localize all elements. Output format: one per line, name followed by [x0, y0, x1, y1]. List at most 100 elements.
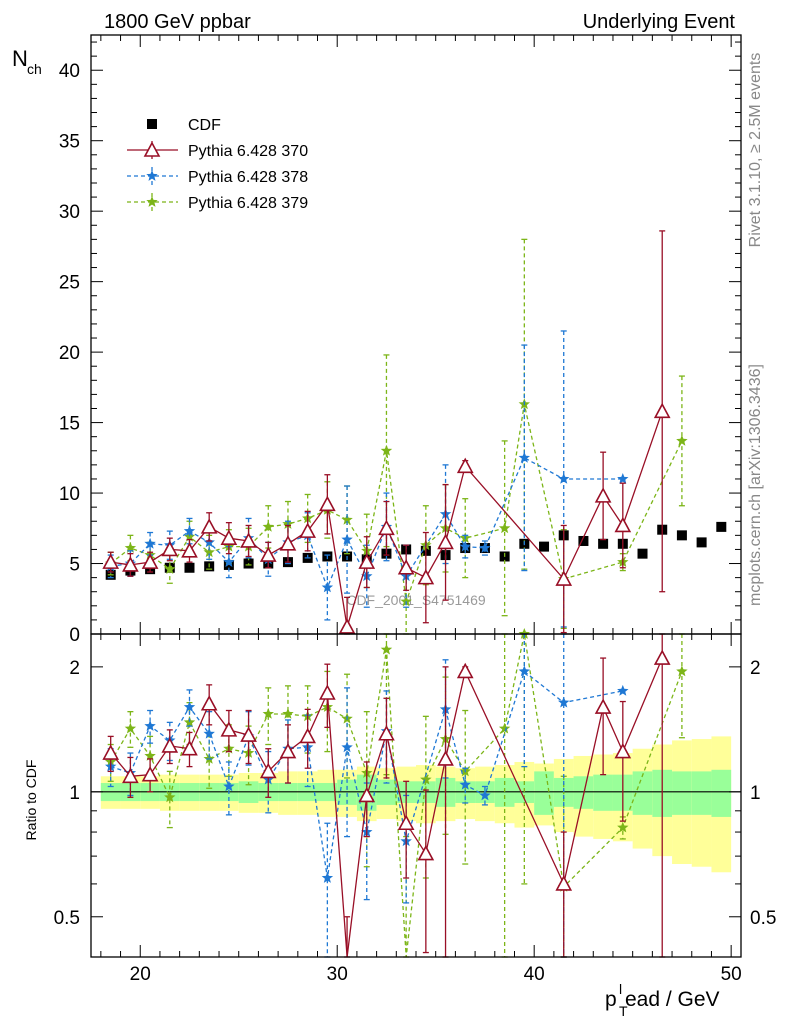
y-tick-label-ratio-left: 2: [69, 658, 80, 679]
ratio-point-p378: [617, 684, 629, 696]
x-axis-label-sup-l: l: [619, 981, 622, 997]
main-point-p370: [161, 540, 179, 557]
main-point-p379: [380, 444, 393, 456]
y-axis-label-main-n: N: [12, 46, 28, 71]
header-right: Underlying Event: [583, 11, 736, 33]
y-tick-label-main: 15: [59, 414, 80, 435]
ratio-point-p370: [319, 684, 336, 700]
ratio-point-p370: [161, 737, 179, 753]
main-point-p370: [437, 533, 454, 550]
main-point-p370: [397, 559, 415, 575]
ratio-point-p379: [144, 750, 156, 761]
main-point-p370: [122, 556, 139, 572]
ratio-point-p370: [417, 844, 435, 861]
ratio-point-p378: [341, 741, 353, 753]
legend-marker-cdf: [147, 119, 157, 129]
y-tick-label-main: 30: [59, 202, 80, 223]
main-point-p370: [358, 553, 376, 569]
main-point-p378: [144, 537, 156, 549]
main-point-cdf: [578, 535, 589, 546]
ratio-panel-frame: [90, 633, 742, 958]
ratio-point-p378: [558, 696, 570, 708]
rivet-version-note: Rivet 3.1.10, ≥ 2.5M events: [747, 53, 764, 248]
main-point-p370: [279, 535, 297, 551]
band-inner-bin: [632, 771, 653, 815]
legend: CDF Pythia 6.428 370 Pythia 6.428 378 Pythi…: [127, 117, 308, 212]
main-point-p379: [262, 520, 274, 532]
y-tick-label-ratio-left: 1: [69, 783, 80, 804]
legend-marker-p378: [146, 170, 158, 181]
ratio-point-p370: [240, 726, 257, 742]
main-series-cdf: [105, 521, 727, 580]
main-point-p370: [456, 457, 474, 474]
main-point-p370: [338, 618, 356, 634]
axis-ticks: [91, 35, 741, 957]
main-point-p378: [341, 533, 353, 545]
y-tick-label-ratio-right: 0.5: [750, 908, 776, 929]
mcplots-reference: mcplots.cern.ch [arXiv:1306.3436]: [747, 364, 764, 606]
x-tick-label: 40: [524, 964, 545, 985]
y-axis-label-main-sub: ch: [27, 61, 42, 77]
ratio-point-p378: [321, 872, 334, 883]
main-point-p370: [181, 542, 198, 558]
main-point-p370: [259, 546, 277, 562]
x-tick-label: 30: [327, 964, 348, 985]
legend-label-cdf: CDF: [188, 117, 221, 134]
ratio-point-p378: [203, 727, 215, 739]
main-point-cdf: [716, 521, 727, 532]
ratio-point-p379: [262, 708, 274, 719]
ratio-point-p378: [518, 665, 530, 677]
ratio-point-p379: [282, 708, 294, 719]
band-inner-bin: [711, 769, 732, 817]
x-axis-label-p: p: [605, 988, 617, 1011]
legend-label-p370: Pythia 6.428 370: [188, 143, 308, 160]
ratio-point-p379: [498, 722, 511, 734]
main-point-p379: [498, 522, 511, 534]
ratio-point-p370: [200, 695, 218, 711]
main-point-p379: [124, 542, 137, 553]
main-point-p378: [479, 542, 491, 553]
y-axis-label-main: N ch: [12, 46, 42, 77]
main-point-p370: [378, 519, 395, 536]
ratio-point-p370: [141, 765, 159, 782]
ratio-uncertainty-band: [91, 736, 741, 873]
legend-entry-cdf: CDF: [147, 117, 221, 134]
ratio-point-p379: [124, 722, 137, 734]
legend-entry-p378: Pythia 6.428 378: [127, 167, 308, 186]
plot-frames: [90, 34, 742, 958]
main-line-p379: [110, 404, 683, 602]
ratio-point-p370: [122, 767, 139, 784]
ratio-point-p378: [223, 780, 235, 792]
main-point-p370: [319, 495, 336, 512]
main-point-cdf: [637, 548, 648, 559]
main-point-p370: [555, 570, 573, 586]
ratio-point-p370: [181, 740, 198, 756]
y-tick-label-main: 20: [59, 343, 80, 364]
main-point-p370: [102, 553, 120, 569]
main-point-p379: [203, 546, 215, 558]
main-point-p379: [164, 563, 176, 574]
y-tick-label-ratio-right: 1: [750, 783, 761, 804]
main-point-p370: [240, 532, 257, 548]
main-point-p370: [614, 516, 632, 533]
x-axis-label: p T l ead / GeV: [605, 981, 720, 1019]
ratio-point-p370: [259, 762, 277, 779]
ratio-point-p379: [420, 773, 432, 785]
ratio-point-p370: [378, 725, 395, 741]
main-point-p370: [594, 487, 612, 503]
legend-entry-p370: Pythia 6.428 370: [127, 141, 308, 160]
main-point-p370: [417, 568, 435, 585]
tick-labels: 20 30 40 50 0 5 10 15 20 25 30 35 40 0.5 1 2 0.5 1 2: [54, 61, 777, 985]
y-tick-label-ratio-right: 2: [750, 658, 761, 679]
ratio-point-p370: [299, 727, 317, 744]
analysis-watermark: CDF_2001_S4751469: [346, 592, 486, 608]
main-point-p378: [558, 473, 570, 484]
y-axis-label-ratio: Ratio to CDF: [23, 760, 39, 841]
main-point-p378: [203, 536, 215, 548]
main-point-p378: [459, 540, 471, 552]
main-point-cdf: [676, 530, 687, 541]
main-point-p370: [200, 518, 218, 534]
main-point-p370: [141, 553, 159, 569]
main-point-p370: [653, 402, 671, 419]
main-point-p379: [676, 434, 688, 446]
